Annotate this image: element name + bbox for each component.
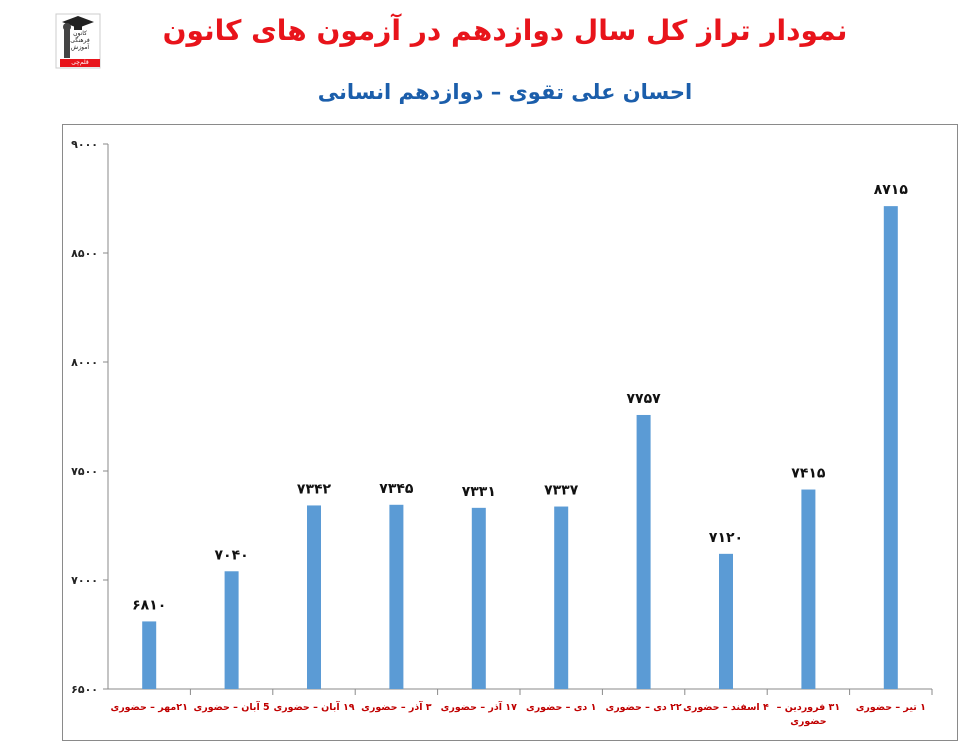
bar: [719, 553, 733, 689]
x-tick-label: 5 آبان – حضوری: [194, 700, 270, 713]
data-label: ۷۳۳۱: [462, 484, 496, 500]
x-tick-label: ۲۲ دی – حضوری: [605, 702, 681, 713]
chart-subtitle: احسان علی تقوی – دوازدهم انسانی: [317, 80, 693, 104]
x-tick-label: ۲۱مهر – حضوری: [111, 702, 188, 713]
logo-badge: قلم‌چی: [60, 59, 100, 67]
bar: [307, 505, 321, 689]
bar: [389, 504, 404, 689]
x-tick-label: ۱ دی – حضوری: [526, 702, 596, 713]
data-label: ۷۴۱۵: [791, 466, 826, 482]
y-tick-label: ۸۰۰۰: [71, 356, 98, 369]
y-tick-label: ۸۵۰۰: [71, 247, 98, 260]
x-tick-label-line: حضوری: [790, 716, 826, 727]
data-label: ۷۳۳۷: [544, 483, 579, 499]
logo-text: کانون فرهنگی آموزش: [58, 30, 102, 51]
data-label: ۶۸۱۰: [132, 597, 166, 613]
x-tick-label: ۱۷ آذر – حضوری: [441, 700, 517, 713]
x-tick-label: ۱ تیر – حضوری: [856, 702, 926, 713]
bar: [554, 506, 569, 689]
x-tick-label: ۴ اسفند – حضوری: [683, 702, 769, 713]
y-tick-label: ۶۵۰۰: [71, 683, 98, 696]
data-label: ۷۰۴۰: [215, 547, 249, 563]
chart-title: نمودار تراز کل سال دوازدهم در آزمون های …: [162, 14, 848, 47]
y-tick-label: ۷۰۰۰: [71, 574, 98, 587]
x-tick-label: ۳۱ فروردین – حضوری: [777, 702, 840, 727]
y-tick-label: ۹۰۰۰: [71, 138, 98, 151]
logo-line: آموزش: [70, 44, 90, 51]
data-label: ۷۷۵۷: [627, 391, 662, 407]
bar: [471, 507, 486, 689]
data-label: ۷۱۲۰: [709, 530, 743, 546]
x-tick-label: ۱۹ آبان – حضوری: [273, 700, 354, 713]
logo-line: کانون: [73, 30, 87, 37]
y-tick-label: ۷۵۰۰: [71, 465, 98, 478]
x-tick-label: ۳ آذر – حضوری: [361, 700, 432, 713]
bar: [142, 621, 157, 689]
data-label: ۸۷۱۵: [874, 182, 909, 198]
x-tick-label-line: ۳۱ فروردین –: [777, 702, 840, 713]
data-label: ۷۳۴۵: [379, 481, 414, 497]
bar: [883, 206, 898, 689]
chart-frame: [62, 124, 958, 741]
bar: [636, 414, 651, 689]
bar: [224, 571, 239, 689]
data-label: ۷۳۴۲: [297, 481, 332, 497]
bar: [801, 489, 816, 689]
logo-line: فرهنگی: [70, 37, 90, 44]
